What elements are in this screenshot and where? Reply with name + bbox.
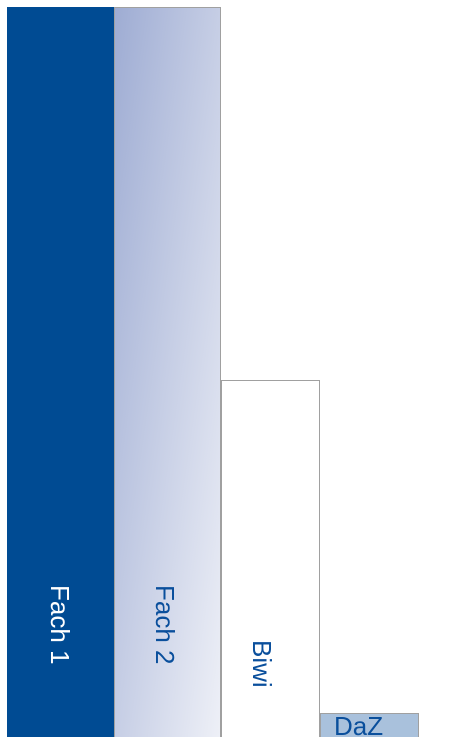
column-label: Biwi (247, 640, 277, 688)
column-fach-2 (114, 7, 221, 737)
column-fach-1 (7, 7, 114, 737)
column-label: Fach 1 (45, 585, 75, 665)
column-label: Fach 2 (150, 585, 180, 665)
column-label: DaZ (334, 711, 383, 737)
column-biwi (221, 380, 320, 737)
column-daz (320, 713, 419, 737)
